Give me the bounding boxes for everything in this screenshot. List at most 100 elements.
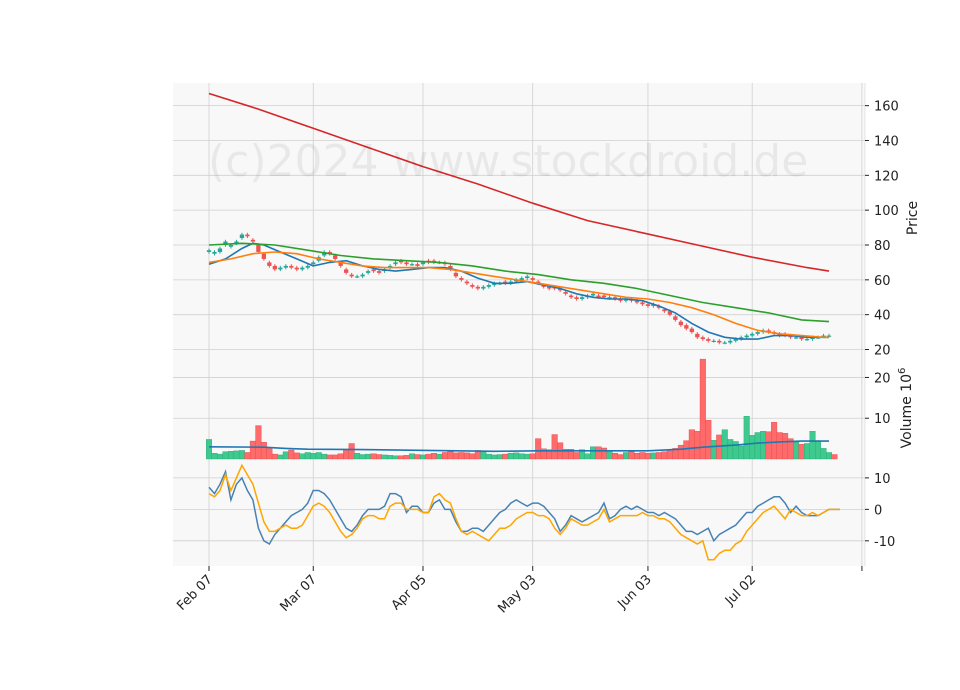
candle-body — [596, 295, 601, 298]
volume-bar — [535, 438, 542, 460]
candle-body — [481, 286, 486, 289]
candle-body — [503, 281, 508, 284]
volume-bar — [743, 415, 750, 460]
volume-bar — [282, 451, 289, 460]
volume-bar — [387, 455, 394, 460]
volume-bar — [705, 420, 712, 460]
x-tick-label: May 03 — [495, 572, 539, 616]
candle-body — [717, 340, 722, 343]
candle-body — [239, 234, 245, 239]
volume-bar — [211, 453, 218, 460]
volume-bar — [529, 453, 536, 460]
candle-body — [514, 279, 519, 282]
volume-bar — [524, 453, 531, 460]
candle-body — [404, 262, 409, 265]
candle-body — [793, 337, 799, 339]
candle-body — [530, 278, 535, 280]
volume-bar — [321, 453, 328, 460]
volume-bar — [815, 440, 822, 460]
volume-bar — [249, 440, 256, 460]
candle-body — [486, 285, 491, 287]
volume-bar — [771, 422, 778, 460]
volume-bar — [441, 452, 448, 460]
candle-body — [689, 328, 694, 333]
candle-body — [420, 262, 426, 265]
volume-bar — [513, 452, 520, 460]
volume-bar — [502, 453, 509, 460]
candle-body — [590, 293, 596, 296]
volume-bar — [809, 431, 816, 460]
volume-bar — [271, 453, 278, 460]
candle-body — [409, 264, 415, 266]
candle-body — [684, 325, 689, 329]
price-panel — [206, 92, 832, 345]
candle-body — [777, 333, 782, 336]
candle-body — [744, 335, 749, 338]
candle-body — [206, 250, 212, 252]
candle-body — [365, 271, 371, 273]
grid-lines — [173, 83, 865, 566]
volume-bar — [299, 453, 306, 460]
panel-background — [173, 83, 865, 353]
volume-bar — [359, 454, 366, 460]
candle-body — [788, 335, 793, 338]
candle-body — [300, 267, 305, 270]
volume-bar — [551, 434, 558, 460]
candle-body — [662, 309, 667, 312]
candle-body — [354, 276, 360, 278]
volume-bar — [310, 453, 317, 460]
price-tick-label: 60 — [874, 274, 891, 289]
candle-body — [338, 262, 343, 266]
volume-bar — [677, 444, 684, 460]
price-tick-label: 140 — [874, 134, 899, 149]
volume-bar — [595, 446, 602, 460]
panel-background — [173, 459, 865, 566]
volume-bar — [826, 452, 833, 460]
candle-body — [645, 304, 651, 306]
volume-bar — [216, 453, 223, 460]
oscillator-panel — [208, 463, 840, 561]
candle-body — [448, 265, 453, 270]
candle-body — [667, 311, 673, 315]
x-tick-label: Apr 05 — [389, 572, 430, 613]
candle-body — [695, 333, 700, 338]
candle-body — [272, 265, 277, 270]
volume-bar — [666, 449, 673, 460]
oscillator-tick-label: -10 — [874, 535, 895, 550]
price-axis-title: Price — [905, 201, 921, 235]
volume-bar — [332, 454, 339, 460]
volume-bar — [776, 432, 783, 460]
volume-bar — [573, 452, 580, 460]
candle-body — [360, 274, 365, 277]
volume-bar — [699, 358, 706, 460]
candle-body — [245, 234, 250, 237]
candle-body — [706, 339, 711, 341]
candle-body — [821, 335, 826, 337]
volume-bar — [244, 452, 251, 460]
volume-bar — [765, 431, 772, 460]
volume-bar — [661, 451, 668, 460]
volume-bar — [655, 452, 662, 460]
candle-body — [250, 239, 256, 242]
price-tick-label: 160 — [874, 100, 899, 115]
volume-bar — [315, 452, 322, 460]
candle-body — [612, 297, 618, 299]
oscillator-tick-label: 10 — [874, 472, 891, 487]
volume-bar — [480, 451, 487, 460]
candle-body — [464, 281, 470, 284]
candle-body — [678, 321, 684, 326]
volume-average-line — [208, 440, 829, 453]
volume-bar — [463, 452, 470, 460]
volume-bar — [694, 431, 701, 460]
volume-bar — [496, 454, 503, 460]
volume-bar — [227, 451, 234, 460]
volume-bar — [469, 453, 476, 460]
candle-body — [568, 295, 574, 298]
volume-bar — [238, 450, 245, 460]
volume-bar — [491, 454, 498, 460]
candle-body — [547, 286, 552, 289]
candle-body — [755, 332, 760, 334]
volume-bar — [409, 453, 416, 460]
volume-bar — [277, 454, 284, 460]
candle-body — [261, 253, 267, 259]
